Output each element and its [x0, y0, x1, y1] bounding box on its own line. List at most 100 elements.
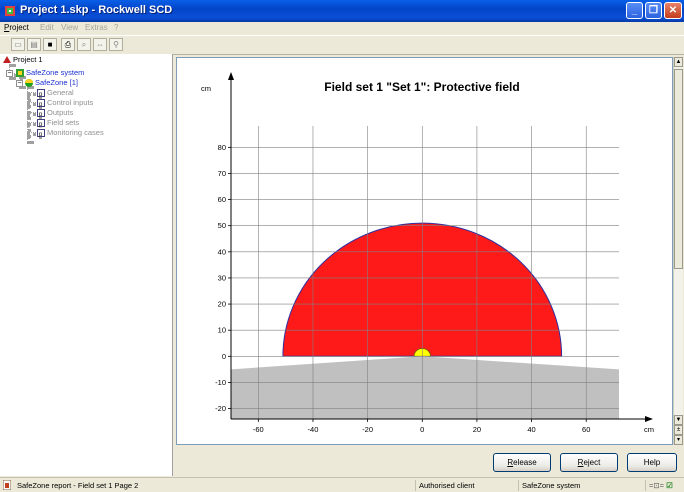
tree-item-outputs[interactable]: p Outputs — [37, 108, 73, 117]
status-report: SafeZone report - Field set 1 Page 2 — [17, 481, 139, 490]
chart-title: Field set 1 "Set 1": Protective field — [324, 80, 519, 94]
minimize-button[interactable]: _ — [626, 2, 643, 19]
svg-text:p: p — [39, 92, 43, 97]
y-tick-label: 70 — [218, 169, 226, 178]
y-tick-label: 40 — [218, 247, 226, 256]
y-tick-label: 60 — [218, 195, 226, 204]
y-axis-label: cm — [201, 84, 211, 93]
x-tick-label: 20 — [473, 425, 481, 434]
tree-item-system[interactable]: SafeZone system — [16, 68, 84, 77]
menu-bar: Project Edit View Extras ? — [0, 22, 684, 34]
report-icon — [3, 480, 11, 490]
x-axis-label: cm — [644, 425, 654, 434]
scroll-down-button[interactable]: ▼ — [674, 415, 683, 425]
find-button[interactable]: ⌕ — [77, 38, 91, 51]
checkbox-icon: ☑ — [666, 481, 673, 490]
svg-text:p: p — [39, 122, 43, 127]
tree-item-label: Outputs — [47, 108, 74, 117]
title-bar: Project 1.skp - Rockwell SCD _ ❐ ✕ — [0, 0, 684, 22]
document-icon: p — [37, 98, 45, 107]
scroll-up-button[interactable]: ▲ — [674, 57, 683, 67]
page-up-icon: ± — [676, 427, 681, 433]
device-icon — [25, 78, 33, 87]
y-tick-label: 30 — [218, 273, 226, 282]
new-button[interactable]: ▭ — [11, 38, 25, 51]
svg-text:p: p — [39, 132, 43, 137]
close-icon: ✕ — [668, 5, 678, 16]
tree-item-label: SafeZone system — [26, 68, 85, 77]
reject-button[interactable]: Reject — [560, 453, 618, 472]
tree-item-general[interactable]: p General — [37, 88, 74, 97]
menu-extras[interactable]: Extras — [85, 23, 108, 32]
restore-button[interactable]: ❐ — [645, 2, 662, 19]
svg-text:p: p — [39, 102, 43, 107]
x-tick-label: -20 — [362, 425, 373, 434]
arrow-up-icon: ▲ — [675, 59, 682, 65]
help-button[interactable]: Help — [627, 453, 677, 472]
y-tick-label: 50 — [218, 221, 226, 230]
y-tick-label: 80 — [218, 143, 226, 152]
collapse-system-icon[interactable]: − — [6, 70, 13, 77]
toolbar: ▭ ▤ ■ ⎙ ⌕ ⇔ ⚲ — [0, 35, 684, 55]
window-title: Project 1.skp - Rockwell SCD — [20, 4, 173, 16]
restore-icon: ❐ — [649, 5, 658, 16]
x-tick-label: 60 — [582, 425, 590, 434]
new-icon: ▭ — [14, 40, 22, 49]
status-bar: SafeZone report - Field set 1 Page 2 Aut… — [0, 477, 684, 492]
transfer-icon: ⇔ — [96, 40, 104, 49]
tree-item-project[interactable]: Project 1 — [3, 55, 43, 64]
y-axis-arrow — [228, 72, 234, 80]
print-button[interactable]: ⎙ — [61, 38, 75, 51]
page-up-button[interactable]: ± — [674, 425, 683, 435]
tree-item-label: SafeZone [1] — [35, 78, 78, 87]
document-icon: p — [37, 108, 45, 117]
system-icon — [16, 68, 24, 77]
close-button[interactable]: ✕ — [664, 2, 682, 19]
zoom-button[interactable]: ⚲ — [109, 38, 123, 51]
y-tick-label: -20 — [215, 404, 226, 413]
document-icon: p — [37, 128, 45, 137]
y-tick-label: -10 — [215, 378, 226, 387]
menu-help[interactable]: ? — [114, 23, 119, 32]
tree-item-monitoring-cases[interactable]: p Monitoring cases — [37, 128, 104, 137]
release-button[interactable]: Release — [493, 453, 551, 472]
y-tick-label: 20 — [218, 300, 226, 309]
x-tick-label: 0 — [420, 425, 424, 434]
status-user: Authorised client — [415, 480, 515, 491]
y-tick-label: 0 — [222, 352, 226, 361]
connection-status: =⊡= ☑ — [645, 480, 683, 491]
document-icon: p — [37, 118, 45, 127]
x-tick-label: 40 — [527, 425, 535, 434]
connector-icon: =⊡= — [649, 481, 665, 490]
open-icon: ▤ — [30, 40, 38, 49]
page-down-button[interactable]: ▾ — [674, 435, 683, 445]
open-button[interactable]: ▤ — [27, 38, 41, 51]
tree-item-field-sets[interactable]: p Field sets — [37, 118, 79, 127]
x-tick-label: -40 — [308, 425, 319, 434]
menu-edit[interactable]: Edit — [40, 23, 54, 32]
tree-item-device[interactable]: SafeZone [1] — [25, 78, 78, 87]
scroll-thumb[interactable] — [674, 69, 683, 269]
print-icon: ⎙ — [64, 40, 72, 49]
tree-item-label: Project 1 — [13, 55, 43, 64]
shadow-region — [231, 356, 619, 419]
arrow-down-icon: ▼ — [675, 417, 682, 423]
save-icon: ■ — [47, 40, 53, 49]
minimize-icon: _ — [631, 5, 638, 16]
menu-view[interactable]: View — [61, 23, 79, 32]
tree-item-label: Monitoring cases — [47, 128, 104, 137]
y-tick-label: 10 — [218, 326, 226, 335]
report-preview: -60 -40 -20 0 20 40 60 -20 -10 0 10 20 30 40 50 60 70 80 c… — [176, 57, 673, 445]
tree-item-label: Control inputs — [47, 98, 94, 107]
svg-text:p: p — [39, 112, 43, 117]
zoom-icon: ⚲ — [113, 40, 119, 49]
collapse-device-icon[interactable]: − — [16, 80, 23, 87]
tree-item-label: Field sets — [47, 118, 80, 127]
transfer-button[interactable]: ⇔ — [93, 38, 107, 51]
project-icon — [3, 55, 11, 63]
tree-item-control-inputs[interactable]: p Control inputs — [37, 98, 93, 107]
app-icon — [5, 6, 15, 16]
report-scrollbar[interactable]: ▲ ▼ ± ▾ — [673, 57, 683, 445]
menu-project[interactable]: Project — [4, 23, 29, 32]
save-button[interactable]: ■ — [43, 38, 57, 51]
